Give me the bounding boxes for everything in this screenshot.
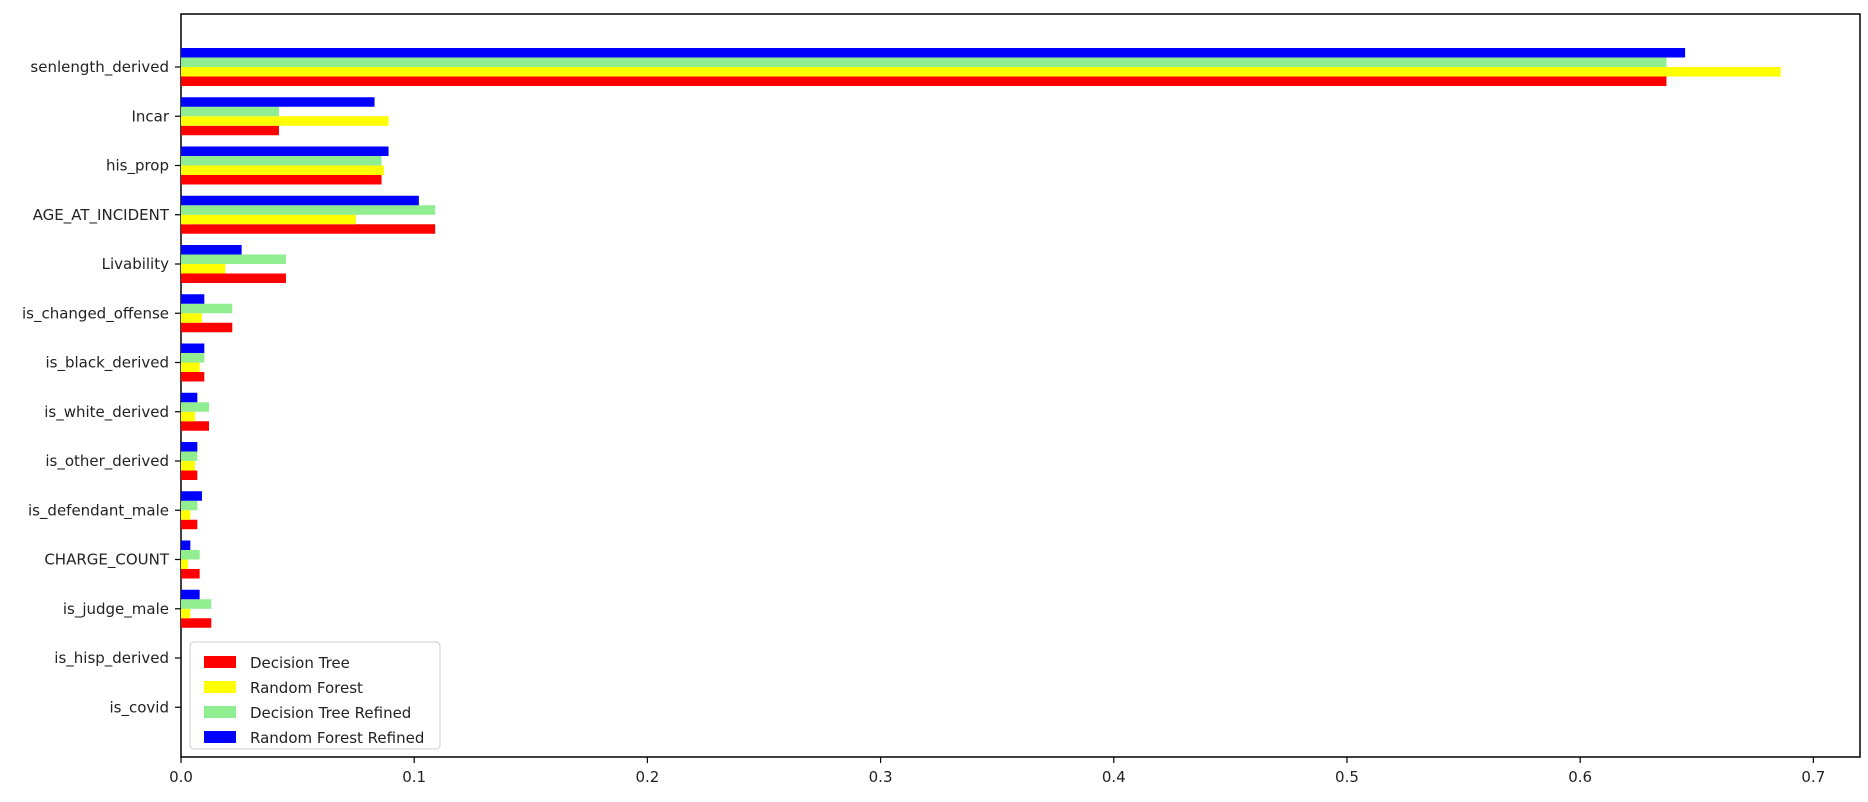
- bar: [181, 264, 226, 274]
- bar: [181, 442, 198, 452]
- bar: [181, 589, 200, 600]
- bar: [181, 470, 198, 480]
- y-tick-label: is_black_derived: [45, 354, 169, 373]
- bar: [181, 519, 198, 530]
- legend-swatch: [204, 656, 236, 668]
- bar: [181, 273, 286, 283]
- x-tick-label: 0.2: [635, 768, 659, 786]
- y-tick-label: his_prop: [106, 157, 169, 176]
- bar: [181, 569, 200, 579]
- bar: [181, 106, 279, 117]
- y-tick-label: is_hisp_derived: [54, 649, 169, 668]
- bar: [181, 500, 198, 511]
- bar: [181, 125, 279, 136]
- legend-label: Decision Tree: [250, 654, 350, 672]
- x-tick-label: 0.0: [169, 768, 193, 786]
- bars-group: [181, 48, 1781, 628]
- bar: [181, 421, 209, 431]
- bar: [181, 322, 233, 333]
- plot-area: [180, 13, 1861, 758]
- y-tick-label: is_changed_offense: [22, 304, 169, 323]
- bar: [181, 254, 286, 264]
- legend-label: Random Forest Refined: [250, 729, 424, 747]
- bar: [181, 294, 205, 304]
- legend-swatch: [204, 706, 236, 718]
- x-tick-label: 0.3: [869, 768, 893, 786]
- bar: [181, 451, 198, 461]
- x-tick-label: 0.6: [1568, 768, 1592, 786]
- bar: [181, 599, 212, 609]
- bar: [181, 214, 356, 225]
- legend-swatch: [204, 681, 236, 693]
- bar: [181, 205, 436, 215]
- y-tick-label: is_white_derived: [44, 403, 169, 422]
- bar: [181, 372, 205, 382]
- y-tick-label: is_defendant_male: [28, 501, 169, 520]
- legend-label: Decision Tree Refined: [250, 704, 411, 722]
- bar: [181, 550, 200, 560]
- bar: [181, 313, 202, 323]
- bar: [181, 559, 188, 569]
- x-tick-label: 0.5: [1335, 768, 1359, 786]
- y-tick-label: CHARGE_COUNT: [44, 551, 170, 570]
- bar: [181, 76, 1667, 86]
- bar: [181, 175, 382, 185]
- bar: [181, 195, 419, 206]
- y-tick-label: is_other_derived: [45, 452, 169, 471]
- x-axis: 0.0 0.1 0.2 0.3 0.4 0.5 0.6 0.7: [169, 757, 1825, 786]
- bar: [181, 303, 233, 314]
- bar: [181, 245, 242, 255]
- bar: [181, 343, 205, 353]
- bar: [181, 353, 205, 363]
- legend-box: [189, 641, 441, 750]
- bar: [181, 48, 1686, 58]
- bar: [181, 156, 382, 166]
- y-tick-label: Incar: [131, 107, 169, 125]
- legend-swatch: [204, 731, 236, 743]
- bar: [181, 608, 191, 619]
- y-tick-label: Livability: [102, 255, 169, 273]
- y-tick-label: is_covid: [110, 698, 169, 717]
- bar: [181, 116, 389, 126]
- bar: [181, 97, 375, 107]
- x-tick-label: 0.1: [402, 768, 426, 786]
- y-tick-label: AGE_AT_INCIDENT: [33, 206, 170, 225]
- bar: [181, 67, 1781, 77]
- x-tick-label: 0.7: [1801, 768, 1825, 786]
- bar: [181, 491, 202, 501]
- bar: [181, 540, 191, 550]
- bar: [181, 165, 384, 175]
- legend: Decision Tree Random Forest Decision Tree …: [189, 641, 441, 750]
- x-tick-label: 0.4: [1102, 768, 1126, 786]
- bar: [181, 224, 436, 234]
- bar: [181, 146, 389, 156]
- bar: [181, 411, 195, 422]
- y-tick-label: senlength_derived: [30, 58, 169, 77]
- bar: [181, 57, 1667, 67]
- y-tick-label: is_judge_male: [63, 600, 169, 619]
- bar: [181, 461, 195, 471]
- bar: [181, 510, 191, 520]
- bar: [181, 402, 209, 412]
- bar: [181, 362, 200, 372]
- y-axis: senlength_derived Incar his_prop AGE_AT_INC…: [22, 58, 181, 717]
- legend-label: Random Forest: [250, 679, 363, 697]
- bar: [181, 392, 198, 403]
- bar: [181, 618, 212, 628]
